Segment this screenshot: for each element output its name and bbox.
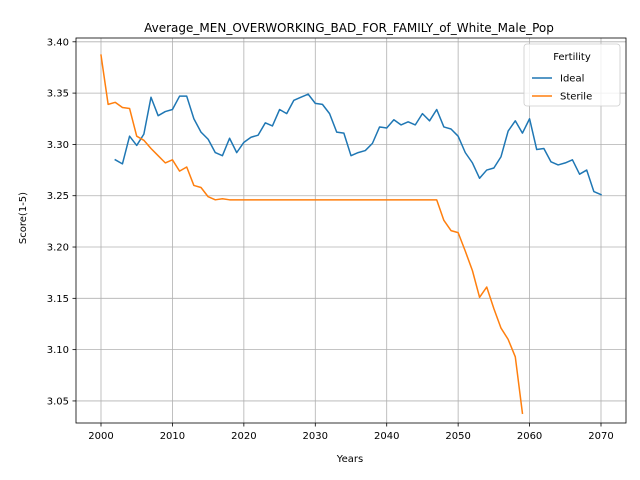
- plot-frame: [75, 37, 627, 424]
- chart-title: Average_MEN_OVERWORKING_BAD_FOR_FAMILY_o…: [144, 21, 554, 35]
- legend-box: [523, 43, 621, 107]
- y-tick-label: 3.40: [47, 37, 69, 48]
- y-tick-label: 3.25: [47, 191, 69, 202]
- x-tick-label: 2030: [303, 431, 328, 442]
- y-tick-label: 3.15: [47, 294, 69, 305]
- legend-label-ideal: Ideal: [560, 74, 584, 85]
- x-tick-label: 2020: [231, 431, 256, 442]
- y-tick-label: 3.30: [47, 140, 69, 151]
- y-tick-label: 3.35: [47, 89, 69, 100]
- x-axis-label: Years: [336, 454, 363, 465]
- x-tick-label: 2050: [445, 431, 470, 442]
- legend: Fertility Ideal Sterile: [523, 43, 621, 107]
- y-tick-label: 3.20: [47, 243, 69, 254]
- x-axis: 2000 2010 2020 2030 2040 2050 2060 2070: [88, 423, 614, 442]
- x-tick-label: 2070: [588, 431, 613, 442]
- x-tick-label: 2010: [160, 431, 185, 442]
- series-layer: [100, 54, 602, 415]
- x-tick-label: 2060: [517, 431, 542, 442]
- series-line-sterile: [100, 54, 524, 415]
- series-line-ideal: [114, 93, 602, 196]
- x-tick-label: 2000: [88, 431, 113, 442]
- y-tick-label: 3.05: [47, 396, 69, 407]
- legend-title: Fertility: [553, 52, 591, 63]
- y-axis: 3.05 3.10 3.15 3.20 3.25 3.30 3.35 3.40: [47, 37, 76, 407]
- legend-label-sterile: Sterile: [560, 92, 592, 103]
- x-tick-label: 2040: [374, 431, 399, 442]
- y-axis-label: Score(1-5): [18, 192, 29, 244]
- y-tick-label: 3.10: [47, 345, 69, 356]
